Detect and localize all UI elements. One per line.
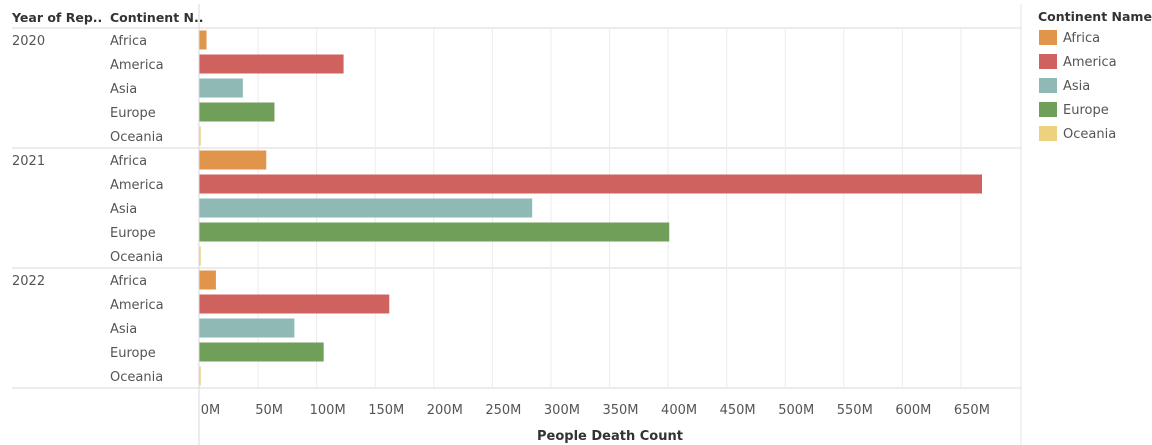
x-tick-label: 50M: [255, 403, 283, 418]
bar-europe-2022[interactable]: [199, 342, 324, 362]
legend-swatch-europe[interactable]: [1039, 102, 1057, 117]
bar-asia-2021[interactable]: [199, 198, 533, 218]
continent-label[interactable]: Europe: [110, 226, 156, 241]
x-tick-label: 650M: [954, 403, 990, 418]
bar-oceania-2022[interactable]: [199, 366, 201, 386]
continent-label[interactable]: Europe: [110, 346, 156, 361]
x-tick-label: 450M: [720, 403, 756, 418]
year-label[interactable]: 2020: [12, 34, 45, 49]
bar-oceania-2021[interactable]: [199, 246, 201, 266]
legend-label-america[interactable]: America: [1063, 55, 1117, 70]
row-labels: 2020 Africa America Asia Europe Oceania 2021 Af…: [12, 34, 164, 385]
year-label[interactable]: 2021: [12, 154, 45, 169]
continent-label[interactable]: Africa: [110, 154, 147, 169]
continent-label[interactable]: Africa: [110, 34, 147, 49]
legend-title: Continent Name: [1038, 9, 1152, 24]
continent-label[interactable]: Africa: [110, 274, 147, 289]
x-tick-label: 200M: [427, 403, 463, 418]
continent-label[interactable]: Oceania: [110, 130, 163, 145]
bar-africa-2022[interactable]: [199, 270, 216, 290]
legend-label-asia[interactable]: Asia: [1063, 79, 1090, 94]
x-axis-label: People Death Count: [537, 429, 683, 444]
legend-swatch-oceania[interactable]: [1039, 126, 1057, 141]
bar-europe-2021[interactable]: [199, 222, 670, 242]
x-axis-ticks: 0M 50M 100M 150M 200M 250M 300M 350M 400M 450M 500…: [201, 403, 990, 418]
legend-label-oceania[interactable]: Oceania: [1063, 127, 1116, 142]
legend-swatch-asia[interactable]: [1039, 78, 1057, 93]
bar-africa-2020[interactable]: [199, 30, 207, 50]
bar-america-2021[interactable]: [199, 174, 983, 194]
x-tick-label: 500M: [778, 403, 814, 418]
continent-label[interactable]: Asia: [110, 82, 137, 97]
bar-europe-2020[interactable]: [199, 102, 275, 122]
x-tick-label: 300M: [544, 403, 580, 418]
x-tick-label: 550M: [837, 403, 873, 418]
year-label[interactable]: 2022: [12, 274, 45, 289]
continent-label[interactable]: America: [110, 58, 164, 73]
x-tick-label: 0M: [201, 403, 221, 418]
bar-africa-2021[interactable]: [199, 150, 267, 170]
row-header-year[interactable]: Year of Rep..: [11, 10, 102, 25]
bar-asia-2020[interactable]: [199, 78, 243, 98]
gridlines: [257, 28, 962, 388]
continent-label[interactable]: Oceania: [110, 370, 163, 385]
bar-asia-2022[interactable]: [199, 318, 295, 338]
chart-frame: [12, 4, 1022, 445]
legend-swatch-america[interactable]: [1039, 54, 1057, 69]
bar-america-2022[interactable]: [199, 294, 390, 314]
continent-label[interactable]: America: [110, 298, 164, 313]
x-tick-label: 250M: [485, 403, 521, 418]
bar-oceania-2020[interactable]: [199, 126, 201, 146]
bar-america-2020[interactable]: [199, 54, 344, 74]
legend[interactable]: Continent Name Africa America Asia Europe Oc…: [1038, 9, 1152, 142]
row-header-continent[interactable]: Continent N..: [110, 10, 203, 25]
x-tick-label: 600M: [895, 403, 931, 418]
continent-label[interactable]: Asia: [110, 202, 137, 217]
legend-label-europe[interactable]: Europe: [1063, 103, 1109, 118]
continent-label[interactable]: Europe: [110, 106, 156, 121]
x-tick-label: 350M: [602, 403, 638, 418]
x-tick-label: 100M: [310, 403, 346, 418]
legend-swatch-africa[interactable]: [1039, 30, 1057, 45]
continent-label[interactable]: America: [110, 178, 164, 193]
bars: [199, 30, 983, 386]
continent-label[interactable]: Asia: [110, 322, 137, 337]
continent-label[interactable]: Oceania: [110, 250, 163, 265]
x-tick-label: 400M: [661, 403, 697, 418]
x-tick-label: 150M: [368, 403, 404, 418]
legend-label-africa[interactable]: Africa: [1063, 31, 1100, 46]
